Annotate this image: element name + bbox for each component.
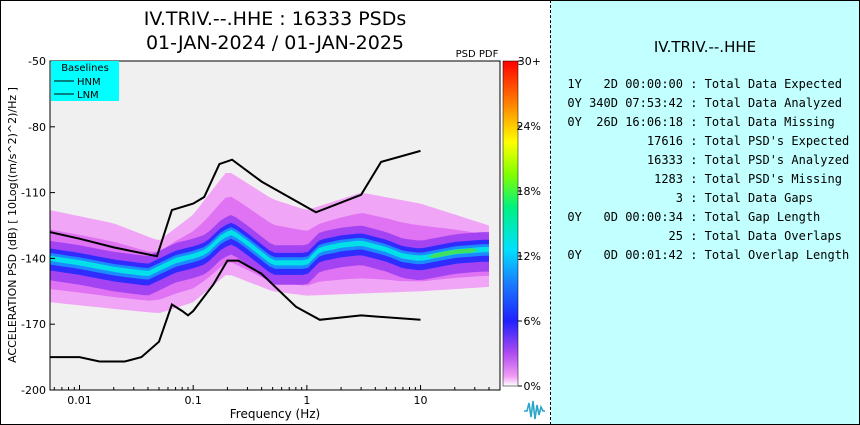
stats-row: 25 : Total Data Overlaps bbox=[551, 229, 842, 243]
stats-label: : Total PSD's Expected bbox=[683, 134, 850, 148]
stats-value: 3 bbox=[675, 191, 683, 205]
y-tick-label: -50 bbox=[28, 55, 46, 68]
stats-row: 0Y 0D 00:01:42 : Total Overlap Length bbox=[551, 248, 849, 262]
colorbar bbox=[502, 60, 519, 387]
plot-border bbox=[49, 60, 501, 391]
colorbar-tick-label: 24% bbox=[517, 120, 541, 133]
stats-value: 16333 bbox=[646, 153, 683, 167]
pdf-density-layer bbox=[50, 173, 489, 313]
x-tick-label: 0.01 bbox=[67, 394, 92, 407]
chart-title-line2: 01-JAN-2024 / 01-JAN-2025 bbox=[146, 32, 404, 54]
y-axis-label: ACCELERATION PSD (dB) [ 10Log((m/s^2)^2)… bbox=[6, 87, 19, 363]
stats-label: : Total Overlap Length bbox=[683, 248, 850, 262]
colorbar-tick-label: 0% bbox=[524, 380, 541, 393]
stats-value: 0Y 0D 00:00:34 bbox=[567, 210, 683, 224]
y-axis-ticks: -50 -80 -110 -140 -170 -200 bbox=[21, 55, 55, 397]
colorbar-tick-label: 12% bbox=[517, 250, 541, 263]
y-tick-label: -140 bbox=[21, 252, 46, 265]
stats-row: 1Y 2D 00:00:00 : Total Data Expected bbox=[551, 77, 842, 91]
stats-value: 1Y 2D 00:00:00 bbox=[567, 77, 683, 91]
stats-label: : Total PSD's Analyzed bbox=[683, 153, 850, 167]
x-tick-label: 10 bbox=[414, 394, 428, 407]
colorbar-ticks: 30+ 24% 18% 12% 6% 0% bbox=[517, 55, 541, 393]
stats-label: : Total Data Overlaps bbox=[683, 229, 842, 243]
stats-label: : Total Data Analyzed bbox=[683, 96, 842, 110]
chart-title-line1: IV.TRIV.--.HHE : 16333 PSDs bbox=[144, 8, 407, 30]
legend-item-lnm: LNM bbox=[77, 90, 99, 101]
series-line-lnm bbox=[50, 259, 421, 363]
stats-value: 0Y 0D 00:01:42 bbox=[567, 248, 683, 262]
stats-value: 17616 bbox=[646, 134, 683, 148]
stats-row: 16333 : Total PSD's Analyzed bbox=[551, 153, 849, 167]
stats-row: 0Y 0D 00:00:34 : Total Gap Length bbox=[551, 210, 820, 224]
legend-box: Baselines HNM LNM bbox=[51, 61, 119, 101]
stats-value: 0Y 340D 07:53:42 bbox=[567, 96, 683, 110]
stats-value: 25 bbox=[668, 229, 683, 243]
stats-row: 17616 : Total PSD's Expected bbox=[551, 134, 849, 148]
baseline-series-layer bbox=[50, 149, 421, 363]
colorbar-tick-label: 6% bbox=[524, 315, 541, 328]
stats-row: 1283 : Total PSD's Missing bbox=[551, 172, 842, 186]
panel-divider bbox=[550, 0, 551, 425]
stats-row: 0Y 340D 07:53:42 : Total Data Analyzed bbox=[551, 96, 842, 110]
stats-panel: IV.TRIV.--.HHE 1Y 2D 00:00:00 : Total Da… bbox=[551, 1, 859, 424]
x-axis-label: Frequency (Hz) bbox=[230, 407, 321, 421]
colorbar-title: PSD PDF bbox=[456, 49, 499, 60]
stats-label: : Total Data Missing bbox=[683, 115, 835, 129]
stats-row: 0Y 26D 16:06:18 : Total Data Missing bbox=[551, 115, 835, 129]
x-tick-label: 1 bbox=[303, 394, 310, 407]
legend-item-hnm: HNM bbox=[77, 77, 101, 88]
stats-label: : Total Gap Length bbox=[683, 210, 821, 224]
series-line-hnm bbox=[50, 149, 421, 258]
y-tick-label: -110 bbox=[21, 187, 46, 200]
stats-label: : Total Data Gaps bbox=[683, 191, 814, 205]
colorbar-tick-label: 18% bbox=[517, 185, 541, 198]
legend-title: Baselines bbox=[61, 63, 109, 74]
stats-value: 0Y 26D 16:06:18 bbox=[567, 115, 683, 129]
pdf-band-cyan bbox=[50, 229, 489, 276]
logo-icon bbox=[522, 399, 546, 421]
y-tick-label: -80 bbox=[28, 121, 46, 134]
colorbar-tick-label: 30+ bbox=[518, 55, 541, 68]
stats-row: 3 : Total Data Gaps bbox=[551, 191, 813, 205]
x-tick-label: 0.1 bbox=[184, 394, 202, 407]
stats-value: 1283 bbox=[654, 172, 683, 186]
x-axis-ticks: 0.01 0.1 1 10 bbox=[53, 385, 501, 407]
y-tick-label: -170 bbox=[21, 318, 46, 331]
stats-title: IV.TRIV.--.HHE bbox=[653, 38, 757, 56]
stats-label: : Total Data Expected bbox=[683, 77, 842, 91]
y-tick-label: -200 bbox=[21, 384, 46, 397]
stats-label: : Total PSD's Missing bbox=[683, 172, 842, 186]
psd-pdf-chart: IV.TRIV.--.HHE : 16333 PSDs 01-JAN-2024 … bbox=[6, 8, 546, 421]
